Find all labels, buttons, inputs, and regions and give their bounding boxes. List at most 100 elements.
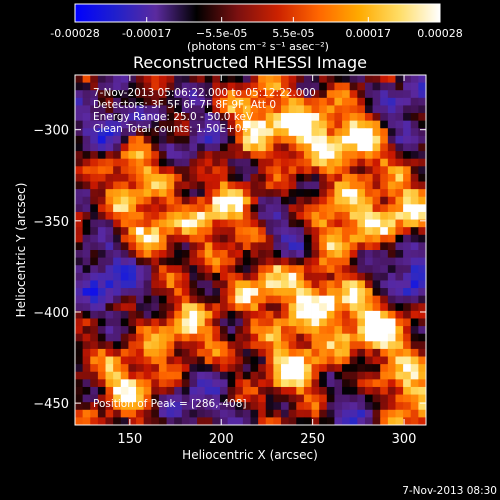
heatmap-cell [90,82,99,91]
heatmap-cell [296,204,305,213]
heatmap-cell [143,113,152,122]
heatmap-cell [136,417,145,425]
heatmap-cell [342,409,351,418]
heatmap-cell [326,97,335,106]
heatmap-cell [166,265,175,274]
heatmap-cell [90,242,99,251]
heatmap-cell [105,318,114,327]
heatmap-cell [403,181,412,190]
heatmap-cell [349,143,358,152]
heatmap-cell [326,204,335,213]
heatmap-cell [387,82,396,91]
heatmap-cell [197,348,206,357]
heatmap-cell [349,151,358,160]
heatmap-cell [235,318,244,327]
heatmap-cell [181,120,190,129]
heatmap-cell [364,409,373,418]
heatmap-cell [113,128,122,137]
heatmap-cell [189,113,198,122]
heatmap-cell [158,371,167,380]
heatmap-cell [418,318,426,327]
heatmap-cell [181,151,190,160]
heatmap-cell [82,204,91,213]
heatmap-cell [258,219,267,228]
heatmap-cell [364,326,373,335]
heatmap-cell [410,417,419,425]
heatmap-cell [403,318,412,327]
heatmap-cell [235,75,244,84]
heatmap-cell [120,204,129,213]
heatmap-cell [97,250,106,259]
heatmap-cell [364,234,373,243]
heatmap-cell [120,158,129,167]
heatmap-cell [197,318,206,327]
heatmap-cell [403,105,412,114]
heatmap-cell [364,333,373,342]
heatmap-cell [128,234,137,243]
heatmap-cell [319,394,328,403]
heatmap-cell [197,341,206,350]
heatmap-cell [418,333,426,342]
heatmap-cell [189,341,198,350]
heatmap-cell [105,272,114,281]
heatmap-cell [380,82,389,91]
heatmap-cell [227,128,236,137]
heatmap-cell [158,265,167,274]
heatmap-cell [403,219,412,228]
heatmap-cell [189,257,198,266]
heatmap-cell [158,250,167,259]
annotation-peak: Position of Peak = [286,-408] [93,398,247,410]
heatmap-cell [105,105,114,114]
heatmap-cell [311,173,320,182]
heatmap-cell [250,211,259,220]
heatmap-cell [273,364,282,373]
heatmap-cell [364,288,373,297]
heatmap-cell [387,120,396,129]
heatmap-cell [410,166,419,175]
heatmap-cell [372,303,381,312]
heatmap-cell [273,204,282,213]
heatmap-cell [357,310,366,319]
heatmap-cell [97,227,106,236]
heatmap-cell [181,310,190,319]
heatmap-cell [364,135,373,144]
heatmap-cell [189,82,198,91]
heatmap-cell [258,417,267,425]
heatmap-cell [265,90,274,99]
heatmap-cell [113,166,122,175]
heatmap-cell [166,82,175,91]
heatmap-cell [235,173,244,182]
heatmap-cell [342,288,351,297]
heatmap-cell [349,348,358,357]
heatmap-cell [372,128,381,137]
heatmap-cell [113,234,122,243]
colorbar: -0.00028 -0.00017 −5.5e-05 5.5e-05 0.00017 0.… [50,3,463,53]
heatmap-cell [197,326,206,335]
heatmap-cell [174,90,183,99]
heatmap-cell [265,295,274,304]
heatmap-cell [128,341,137,350]
heatmap-cell [235,90,244,99]
heatmap-cell [319,196,328,205]
heatmap-cell [265,265,274,274]
heatmap-cell [387,196,396,205]
heatmap-cell [410,173,419,182]
heatmap-cell [380,97,389,106]
heatmap-cell [174,356,183,365]
heatmap-cell [189,295,198,304]
heatmap-cell [334,135,343,144]
heatmap-cell [349,265,358,274]
heatmap-cell [403,90,412,99]
heatmap-cell [219,318,229,327]
heatmap-cell [319,257,328,266]
heatmap-cell [82,234,91,243]
heatmap-cell [105,158,114,167]
heatmap-cell [258,288,267,297]
heatmap-cell [181,166,190,175]
heatmap-cell [296,75,305,84]
heatmap-cell [288,310,297,319]
heatmap-cell [265,113,274,122]
heatmap-cell [403,417,412,425]
heatmap-cell [227,113,236,122]
heatmap-cell [288,326,297,335]
